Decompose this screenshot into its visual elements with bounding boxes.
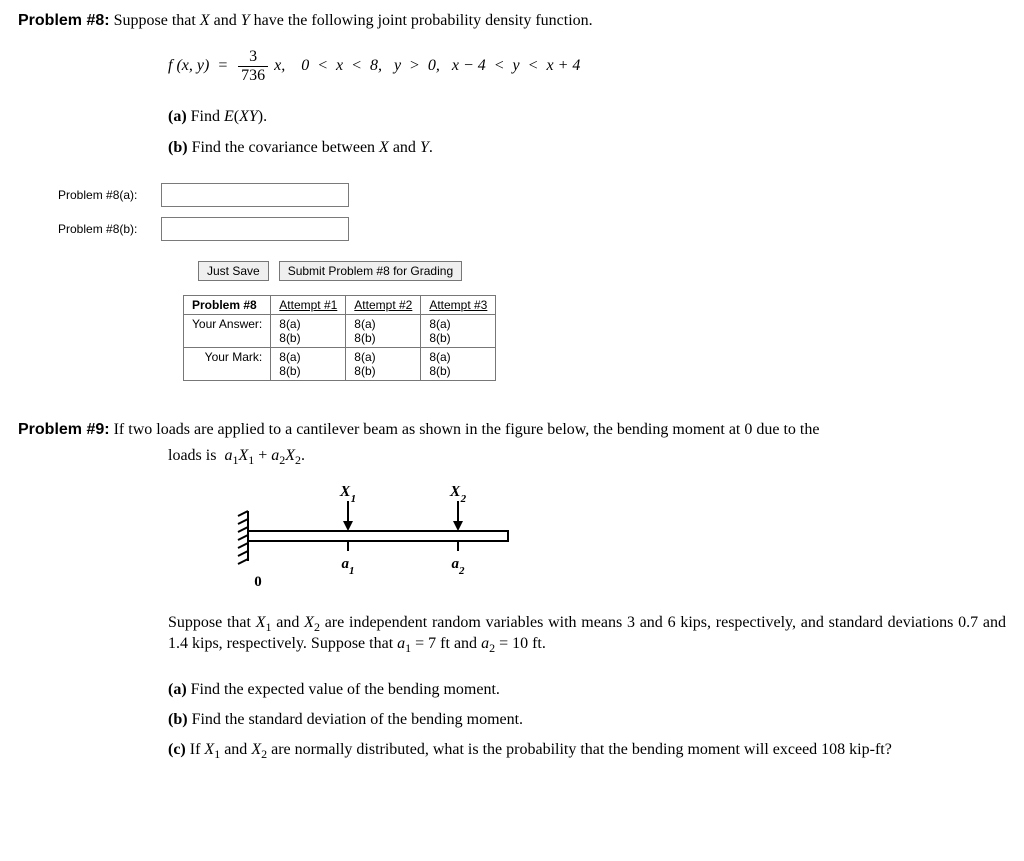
problem-8-intro: Suppose that X and Y have the following … (114, 12, 593, 29)
problem-8b-input-row: Problem #8(b): (58, 217, 1006, 241)
your-mark-label: Your Mark: (184, 347, 271, 380)
problem-8-part-b: (b) Find the covariance between X and Y. (168, 133, 1006, 163)
answer-cell-3: 8(a)8(b) (421, 314, 496, 347)
problem-9-label: Problem #9: (18, 421, 110, 438)
formula-fraction: 3 736 (238, 48, 268, 84)
problem-9-part-c: (c) If X1 and X2 are normally distribute… (168, 735, 1006, 766)
problem-8a-input-row: Problem #8(a): (58, 183, 1006, 207)
table-answer-row: Your Answer: 8(a)8(b) 8(a)8(b) 8(a)8(b) (184, 314, 496, 347)
your-answer-label: Your Answer: (184, 314, 271, 347)
cantilever-beam-diagram: X1 X2 a1 a2 0 (228, 486, 528, 596)
problem-8a-input-label: Problem #8(a): (58, 188, 158, 202)
table-header-attempt-3: Attempt #3 (421, 295, 496, 314)
problem-9-header: Problem #9: If two loads are applied to … (18, 421, 1006, 439)
mark-cell-2: 8(a)8(b) (346, 347, 421, 380)
problem-8b-input-label: Problem #8(b): (58, 222, 158, 236)
attempt-1-link[interactable]: Attempt #1 (279, 298, 337, 312)
submit-button[interactable]: Submit Problem #8 for Grading (279, 261, 462, 281)
formula-lhs: f (x, y) = (168, 57, 228, 74)
problem-8-formula: f (x, y) = 3 736 x, 0 < x < 8, y > 0, x … (168, 48, 1006, 84)
problem-9-part-b: (b) Find the standard deviation of the b… (168, 705, 1006, 735)
just-save-button[interactable]: Just Save (198, 261, 269, 281)
problem-8-header: Problem #8: Suppose that X and Y have th… (18, 12, 1006, 30)
beam-a1-label: a1 (342, 556, 355, 577)
problem-9-body: loads is a1X1 + a2X2. X1 X2 a1 a2 0 (168, 447, 1006, 766)
problem-8-button-row: Just Save Submit Problem #8 for Grading (198, 261, 1006, 281)
table-header-attempt-2: Attempt #2 (346, 295, 421, 314)
formula-domain: 0 < x < 8, y > 0, x − 4 < y < x + 4 (301, 57, 580, 74)
beam-a2-label: a2 (452, 556, 466, 577)
problem-8a-input[interactable] (161, 183, 349, 207)
problem-9-intro: If two loads are applied to a cantilever… (114, 421, 820, 438)
table-header-row: Problem #8 Attempt #1 Attempt #2 Attempt… (184, 295, 496, 314)
problem-8-part-a: (a) Find E(XY). (168, 102, 1006, 132)
formula-after-frac: x, (274, 57, 285, 74)
problem-9-para2: Suppose that X1 and X2 are independent r… (168, 614, 1006, 656)
answer-cell-2: 8(a)8(b) (346, 314, 421, 347)
problem-9-part-a: (a) Find the expected value of the bendi… (168, 675, 1006, 705)
table-header-attempt-1: Attempt #1 (271, 295, 346, 314)
mark-cell-3: 8(a)8(b) (421, 347, 496, 380)
answer-cell-1: 8(a)8(b) (271, 314, 346, 347)
problem-9-parts: (a) Find the expected value of the bendi… (168, 675, 1006, 767)
problem-8b-input[interactable] (161, 217, 349, 241)
problem-8-label: Problem #8: (18, 12, 110, 29)
beam-origin-label: 0 (254, 574, 262, 590)
mark-cell-1: 8(a)8(b) (271, 347, 346, 380)
problem-8-parts: (a) Find E(XY). (b) Find the covariance … (168, 102, 1006, 163)
attempt-3-link[interactable]: Attempt #3 (429, 298, 487, 312)
table-header-problem: Problem #8 (184, 295, 271, 314)
attempt-table: Problem #8 Attempt #1 Attempt #2 Attempt… (183, 295, 496, 381)
problem-9-intro-line2: loads is a1X1 + a2X2. (168, 447, 1006, 468)
attempt-2-link[interactable]: Attempt #2 (354, 298, 412, 312)
table-mark-row: Your Mark: 8(a)8(b) 8(a)8(b) 8(a)8(b) (184, 347, 496, 380)
